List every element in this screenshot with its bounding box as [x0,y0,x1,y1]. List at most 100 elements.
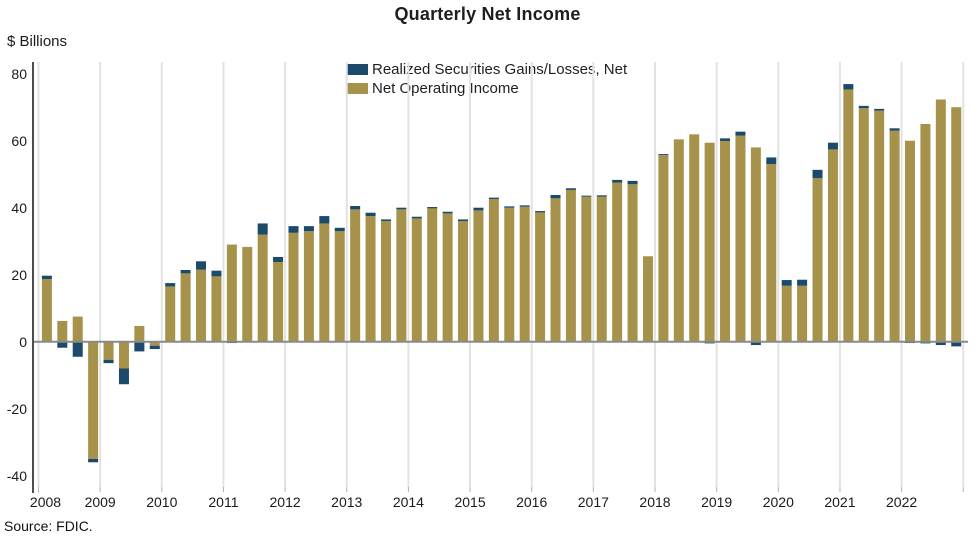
y-tick-label: 80 [11,65,27,82]
bar-net-operating-income [442,213,453,342]
bar-net-operating-income [365,216,376,342]
bar-net-operating-income [673,139,684,342]
bar-net-operating-income [750,147,761,342]
x-tick-label: 2012 [269,494,301,510]
bar-net-operating-income [827,149,838,342]
y-axis-unit-label: $ Billions [7,33,68,50]
bar-realized-securities [858,105,869,109]
bar-net-operating-income [88,341,99,459]
bar-realized-securities [442,211,453,214]
bar-net-operating-income [334,231,345,342]
bar-realized-securities [766,157,777,165]
bar-realized-securities [427,207,438,209]
bar-net-operating-income [504,207,515,342]
bar-net-operating-income [427,208,438,342]
bar-realized-securities [581,195,592,197]
bar-realized-securities [874,108,885,111]
bar-realized-securities [735,131,746,136]
x-tick-label: 2020 [762,494,794,510]
bar-realized-securities [612,179,623,183]
y-tick-label: -40 [6,467,27,484]
x-tick-label: 2022 [886,494,918,510]
x-tick-label: 2010 [146,494,178,510]
x-tick-label: 2011 [208,494,239,510]
bar-net-operating-income [134,325,145,342]
bar-realized-securities [380,219,391,222]
bar-net-operating-income [689,134,700,342]
x-tick-label: 2019 [701,494,733,510]
bar-realized-securities [565,188,576,190]
bar-net-operating-income [843,89,854,342]
y-tick-label: 20 [11,266,27,283]
bar-realized-securities [396,207,407,210]
bar-realized-securities [72,341,83,357]
bar-realized-securities [303,226,314,232]
bar-net-operating-income [642,256,653,342]
chart-title: Quarterly Net Income [394,4,581,24]
bar-realized-securities [149,345,160,350]
x-tick-label: 2008 [29,494,62,510]
bar-net-operating-income [488,198,499,342]
bar-realized-securities [134,341,145,352]
bar-net-operating-income [473,210,484,342]
bar-net-operating-income [812,178,823,342]
x-tick-label: 2021 [824,494,856,510]
bar-net-operating-income [519,206,530,342]
bar-realized-securities [596,195,607,197]
bar-net-operating-income [380,221,391,342]
bar-realized-securities [488,197,499,199]
bar-realized-securities [658,154,669,156]
bar-realized-securities [196,261,207,270]
x-tick-label: 2018 [639,494,671,510]
bar-net-operating-income [581,196,592,342]
bar-realized-securities [627,180,638,185]
bar-net-operating-income [41,279,52,342]
bar-net-operating-income [72,316,83,342]
legend-swatch-navy [347,64,368,75]
x-tick-label: 2016 [516,494,548,510]
bar-realized-securities [935,341,946,346]
bar-net-operating-income [797,285,808,342]
x-tick-label: 2009 [84,494,116,510]
bar-net-operating-income [874,110,885,342]
bar-realized-securities [504,206,515,208]
bar-net-operating-income [118,341,129,369]
bar-realized-securities [103,359,114,364]
bar-net-operating-income [935,99,946,342]
bar-realized-securities [889,128,900,131]
bar-net-operating-income [905,140,915,342]
bar-realized-securities [57,341,68,348]
bar-realized-securities [350,206,361,210]
bar-net-operating-income [180,273,191,342]
bar-realized-securities [827,142,838,150]
bar-realized-securities [812,169,823,179]
bar-net-operating-income [196,269,207,342]
bar-net-operating-income [535,212,546,342]
bar-net-operating-income [396,209,407,342]
bar-net-operating-income [858,108,869,342]
bar-net-operating-income [273,261,284,342]
legend-item-securities: Realized Securities Gains/Losses, Net [347,60,627,79]
legend-label-securities: Realized Securities Gains/Losses, Net [372,61,628,78]
bar-net-operating-income [781,285,792,342]
bar-net-operating-income [735,135,746,342]
bar-net-operating-income [57,320,68,342]
bar-net-operating-income [319,223,330,342]
bar-net-operating-income [226,244,237,342]
bar-net-operating-income [242,246,253,342]
bar-net-operating-income [627,184,638,342]
bar-net-operating-income [303,231,314,342]
y-tick-label: 60 [11,132,27,149]
bar-net-operating-income [920,123,931,342]
bar-realized-securities [165,283,176,287]
bar-net-operating-income [658,155,669,342]
bar-net-operating-income [165,286,176,342]
bar-net-operating-income [257,234,268,342]
bar-net-operating-income [211,276,222,342]
bar-realized-securities [118,368,129,385]
bar-realized-securities [273,256,284,262]
x-tick-label: 2017 [577,494,609,510]
bar-realized-securities [535,211,546,213]
bar-net-operating-income [612,182,623,342]
x-tick-label: 2014 [392,494,424,510]
